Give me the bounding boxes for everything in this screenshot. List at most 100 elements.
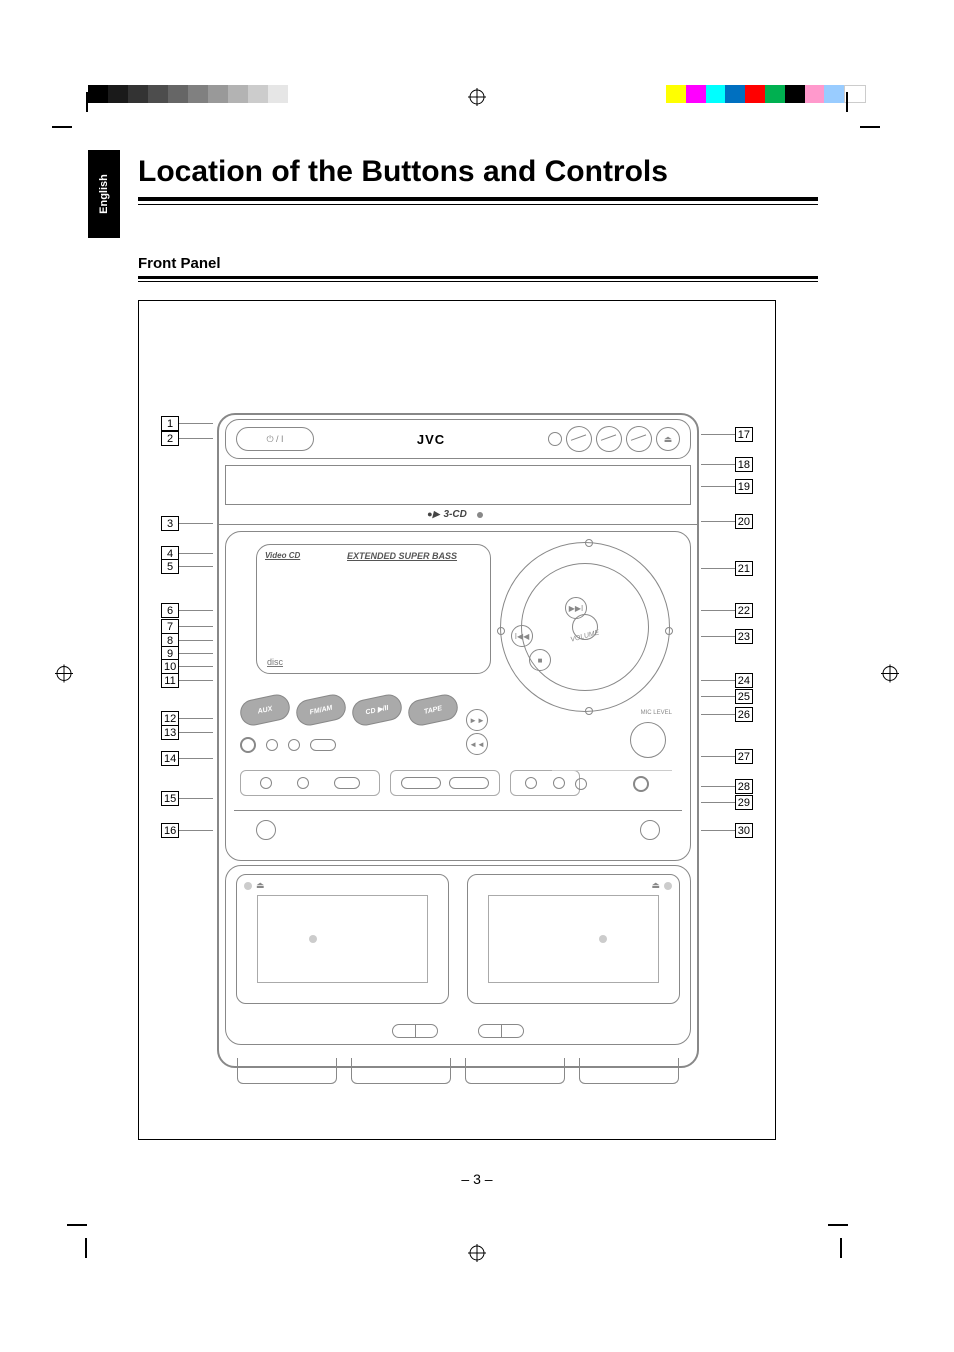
callout-right: 26: [701, 707, 753, 722]
device-mid-panel: Video CD EXTENDED SUPER BASS disc VOLUME…: [225, 531, 691, 861]
rec-row: [552, 770, 672, 796]
tune-up-button: ►►: [466, 709, 488, 731]
callout-number: 7: [161, 619, 179, 634]
callout-left: 10: [161, 659, 213, 674]
deck-a-indicator: [256, 820, 276, 840]
callout-right: 19: [701, 479, 753, 494]
callout-right: 23: [701, 629, 753, 644]
callout-number: 11: [161, 673, 179, 688]
callout-left: 1: [161, 416, 213, 431]
tuning-buttons: ►► ◄◄: [466, 707, 488, 757]
callout-right: 29: [701, 795, 753, 810]
callout-right: 17: [701, 427, 753, 442]
callout-number: 19: [735, 479, 753, 494]
mid-divider: [234, 810, 682, 811]
display-line2: EXTENDED SUPER BASS: [347, 551, 457, 561]
callout-number: 6: [161, 603, 179, 618]
mic-level-label: MIC LEVEL: [641, 710, 672, 716]
cd-eject-button: ⏏: [656, 427, 680, 451]
display-window: Video CD EXTENDED SUPER BASS disc: [256, 544, 491, 674]
callout-number: 5: [161, 559, 179, 574]
callout-left: 2: [161, 431, 213, 446]
cassette-deck-a: [236, 874, 449, 1004]
cd3-icon: [622, 422, 655, 455]
callout-right: 20: [701, 514, 753, 529]
callout-number: 1: [161, 416, 179, 431]
deck-transport-row: [392, 1024, 524, 1038]
deck-b-indicator: [640, 820, 660, 840]
callout-number: 18: [735, 457, 753, 472]
callout-number: 24: [735, 673, 753, 688]
cd-label-row: ●▶ 3-CD: [217, 505, 699, 525]
power-button: ⏻ / I: [236, 427, 314, 451]
brand-logo: JVC: [417, 432, 445, 447]
callout-right: 22: [701, 603, 753, 618]
cassette-deck-b: [467, 874, 680, 1004]
callout-left: 3: [161, 516, 213, 531]
callout-number: 14: [161, 751, 179, 766]
diagram-frame: 12345678910111213141516 1718192021222324…: [138, 300, 776, 1140]
callout-number: 20: [735, 514, 753, 529]
callout-number: 17: [735, 427, 753, 442]
callout-number: 3: [161, 516, 179, 531]
cd2-icon: [592, 422, 625, 455]
crop-mark-tl: [60, 100, 88, 128]
callout-number: 23: [735, 629, 753, 644]
callout-left: 6: [161, 603, 213, 618]
mic-jack: [633, 776, 649, 792]
section-subtitle: Front Panel: [138, 255, 818, 272]
cd-tray: [225, 465, 691, 505]
cd1-icon: [562, 422, 595, 455]
crop-mark-bl: [85, 1224, 113, 1252]
disc-label: disc: [267, 657, 283, 667]
stop-button: ■: [529, 649, 551, 671]
source-button: TAPE: [406, 692, 460, 728]
source-buttons: AUXFM/AMCD ▶/IITAPE: [240, 697, 458, 723]
page-content: Location of the Buttons and Controls Fro…: [138, 155, 818, 282]
device-feet: [237, 1058, 679, 1098]
printer-marks-top: [0, 80, 954, 108]
source-button: CD ▶/II: [350, 692, 404, 728]
callout-right: 25: [701, 689, 753, 704]
mic-level-knob: [630, 722, 666, 758]
page-title: Location of the Buttons and Controls: [138, 155, 818, 189]
callout-number: 29: [735, 795, 753, 810]
callout-number: 28: [735, 779, 753, 794]
callout-number: 2: [161, 431, 179, 446]
registration-mark-bottom: [468, 1244, 486, 1267]
color-swatch-bar: [666, 85, 866, 103]
play-next-button: ▶▶I: [565, 597, 587, 619]
callout-left: 14: [161, 751, 213, 766]
callout-left: 11: [161, 673, 213, 688]
callout-right: 27: [701, 749, 753, 764]
callout-right: 28: [701, 779, 753, 794]
callout-left: 15: [161, 791, 213, 806]
callout-number: 13: [161, 725, 179, 740]
page-number: – 3 –: [461, 1171, 492, 1187]
callout-number: 21: [735, 561, 753, 576]
phones-jack-row: [240, 737, 336, 753]
cassette-panel: ⏏ ⏏: [225, 865, 691, 1045]
callout-right: 30: [701, 823, 753, 838]
cd-select-icons: ⏏: [548, 426, 680, 452]
callout-number: 15: [161, 791, 179, 806]
callout-number: 27: [735, 749, 753, 764]
crop-mark-tr: [846, 100, 874, 128]
registration-mark-right: [881, 665, 899, 688]
callout-left: 13: [161, 725, 213, 740]
callout-number: 25: [735, 689, 753, 704]
tune-down-button: ◄◄: [466, 733, 488, 755]
callout-left: 7: [161, 619, 213, 634]
source-button: FM/AM: [294, 692, 348, 728]
callout-number: 10: [161, 659, 179, 674]
callout-left: 12: [161, 711, 213, 726]
callout-right: 18: [701, 457, 753, 472]
source-button: AUX: [238, 692, 292, 728]
callout-number: 12: [161, 711, 179, 726]
phones-jack: [240, 737, 256, 753]
callout-number: 30: [735, 823, 753, 838]
callout-right: 24: [701, 673, 753, 688]
subtitle-rule: [138, 276, 818, 282]
display-line1: Video CD: [265, 551, 300, 560]
device-top-panel: ⏻ / I JVC ⏏: [225, 419, 691, 459]
